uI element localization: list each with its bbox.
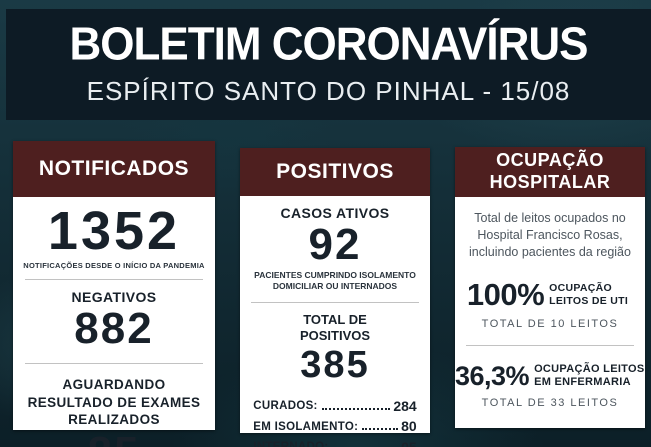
card-notificados-header: NOTIFICADOS — [13, 141, 215, 197]
ocupacao-description: Total de leitos ocupados no Hospital Fra… — [469, 211, 631, 259]
total-positivos-value: 385 — [300, 344, 370, 387]
uti-total-beds: TOTAL DE 10 LEITOS — [481, 317, 619, 330]
divider — [25, 279, 203, 280]
uti-occupancy-block: 100% OCUPAÇÃO LEITOS DE UTI — [455, 277, 645, 313]
dotted-leader — [362, 428, 399, 431]
negativos-label: NEGATIVOS — [71, 289, 157, 305]
card-ocupacao-hospitalar: OCUPAÇÃO HOSPITALAR Total de leitos ocup… — [455, 147, 645, 428]
card-positivos-header: POSITIVOS — [240, 148, 430, 196]
stat-label: INTERNADO: — [253, 441, 328, 447]
bulletin-title: BOLETIM CORONAVÍRUS — [69, 18, 589, 70]
notificados-total-value: 1352 — [47, 201, 181, 261]
card-positivos-title: POSITIVOS — [276, 160, 394, 183]
casos-ativos-caption: PACIENTES CUMPRINDO ISOLAMENTO DOMICILIA… — [254, 270, 416, 292]
negativos-value: 882 — [74, 304, 154, 353]
positivos-breakdown-list: CURADOS: 284 EM ISOLAMENTO: 80 INTERNADO… — [253, 392, 416, 447]
title-band: BOLETIM CORONAVÍRUS ESPÍRITO SANTO DO PI… — [6, 9, 651, 120]
aguardando-label: AGUARDANDO RESULTADO DE EXAMES REALIZADO… — [27, 377, 201, 428]
enfermaria-occupancy-block: 36,3% OCUPAÇÃO LEITOS EM ENFERMARIA — [455, 361, 645, 392]
aguardando-value: 85 — [13, 430, 215, 447]
enfermaria-percent: 36,3% — [455, 360, 530, 391]
divider — [251, 301, 419, 303]
card-ocupacao-title: OCUPAÇÃO HOSPITALAR — [489, 150, 611, 192]
notificados-total-caption: NOTIFICAÇÕES DESDE O INÍCIO DA PANDEMIA — [23, 261, 205, 270]
enfermaria-label: OCUPAÇÃO LEITOS EM ENFERMARIA — [534, 362, 645, 389]
casos-ativos-label: CASOS ATIVOS — [280, 205, 390, 221]
stat-value: 80 — [401, 418, 417, 435]
card-ocupacao-header: OCUPAÇÃO HOSPITALAR — [455, 147, 645, 197]
stat-row-curados: CURADOS: 284 — [253, 392, 416, 413]
casos-ativos-value: 92 — [308, 220, 362, 269]
stat-value: 284 — [393, 397, 417, 414]
card-positivos: POSITIVOS CASOS ATIVOS 92 PACIENTES CUMP… — [240, 148, 430, 447]
divider — [25, 363, 203, 364]
stat-label: EM ISOLAMENTO: — [253, 420, 359, 433]
dotted-leader — [321, 407, 391, 410]
uti-label: OCUPAÇÃO LEITOS DE UTI — [549, 282, 629, 307]
total-positivos-label: TOTAL DE POSITIVOS — [299, 311, 371, 344]
stat-label: CURADOS: — [253, 400, 318, 413]
stat-row-internado: INTERNADO: 05 — [253, 433, 416, 447]
uti-percent: 100% — [466, 276, 545, 312]
divider — [466, 344, 634, 346]
card-notificados-title: NOTIFICADOS — [38, 157, 190, 180]
bulletin-subtitle: ESPÍRITO SANTO DO PINHAL - 15/08 — [86, 75, 571, 106]
card-notificados: NOTIFICADOS 1352 NOTIFICAÇÕES DESDE O IN… — [13, 141, 215, 447]
stat-row-isolamento: EM ISOLAMENTO: 80 — [253, 413, 417, 435]
enfermaria-total-beds: TOTAL DE 33 LEITOS — [481, 396, 619, 409]
stat-value: 05 — [401, 438, 417, 447]
